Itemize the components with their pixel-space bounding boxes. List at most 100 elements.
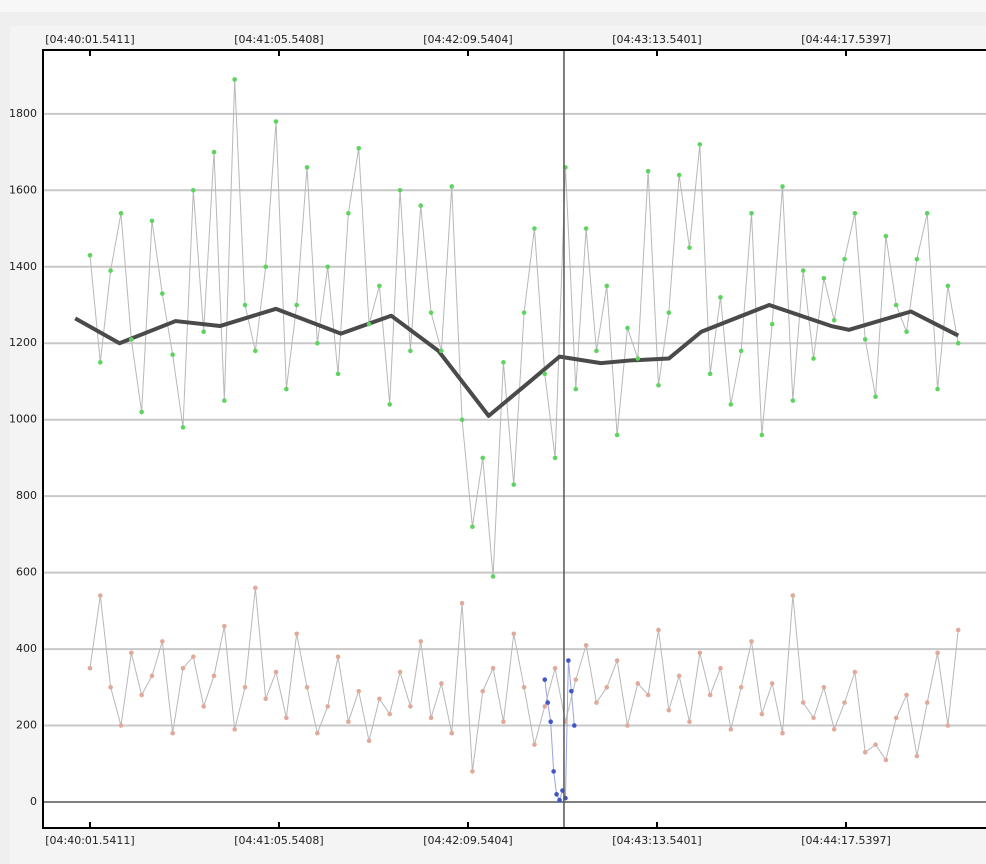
data-point <box>718 295 723 300</box>
data-point <box>914 256 920 262</box>
data-point <box>335 654 341 660</box>
data-point <box>304 685 310 690</box>
data-point <box>780 730 785 736</box>
data-point <box>666 310 672 315</box>
data-point <box>749 210 754 216</box>
data-point <box>904 329 909 335</box>
data-point <box>108 268 113 273</box>
data-point <box>284 715 289 721</box>
data-point <box>769 321 775 327</box>
data-point <box>180 665 186 671</box>
data-point <box>470 769 475 774</box>
data-point <box>645 168 651 174</box>
data-point <box>418 639 424 644</box>
data-point <box>149 673 155 679</box>
data-point <box>397 188 403 193</box>
data-point <box>449 184 455 189</box>
y-tick-label: 200 <box>16 719 37 732</box>
data-point <box>129 650 134 656</box>
plot-area <box>43 50 986 828</box>
data-point <box>459 417 465 422</box>
data-point <box>129 337 134 342</box>
data-point <box>625 325 630 331</box>
data-point <box>800 268 806 273</box>
y-tick-label: 1600 <box>9 183 37 196</box>
data-point <box>594 348 599 354</box>
data-point <box>645 692 651 698</box>
data-point <box>170 730 175 736</box>
x-tick-label-bottom: [04:42:09.5404] <box>423 834 512 847</box>
data-point <box>108 685 113 690</box>
y-tick-label: 600 <box>16 566 37 579</box>
data-point <box>532 742 537 747</box>
data-point <box>87 665 93 671</box>
data-point <box>935 386 940 392</box>
data-point <box>97 593 103 598</box>
data-point <box>790 398 796 403</box>
data-point <box>377 283 382 289</box>
data-point <box>924 210 930 216</box>
data-point <box>490 665 496 671</box>
data-point <box>511 631 517 637</box>
data-point <box>780 184 785 189</box>
x-tick-label-top: [04:43:13.5401] <box>612 33 701 46</box>
data-point <box>551 769 556 774</box>
data-point <box>315 730 320 736</box>
data-point <box>335 371 341 377</box>
data-point <box>428 715 434 721</box>
data-point <box>211 673 217 679</box>
data-point <box>449 730 455 736</box>
data-point <box>149 218 155 224</box>
data-point <box>557 797 562 803</box>
data-point <box>676 673 682 679</box>
data-point <box>800 700 806 705</box>
data-point <box>439 681 444 686</box>
data-point <box>387 711 393 717</box>
data-point <box>569 688 574 694</box>
data-point <box>883 757 889 763</box>
data-point <box>566 658 571 663</box>
data-point <box>811 715 816 721</box>
data-point <box>263 264 268 270</box>
data-point <box>666 707 672 713</box>
data-point <box>242 685 248 690</box>
data-point <box>397 669 403 675</box>
data-point <box>232 727 237 732</box>
data-point <box>573 386 579 392</box>
data-point <box>945 723 951 728</box>
data-point <box>548 719 553 725</box>
data-point <box>459 600 465 606</box>
data-point <box>480 688 486 694</box>
data-point <box>542 704 548 709</box>
data-point <box>738 685 744 690</box>
data-point <box>614 432 620 438</box>
data-point <box>873 394 878 400</box>
data-point <box>511 482 517 487</box>
data-point <box>945 283 951 289</box>
data-point <box>728 402 734 407</box>
data-point <box>811 356 816 361</box>
data-point <box>831 317 837 323</box>
data-point <box>542 371 548 377</box>
data-point <box>366 738 372 744</box>
plot-border <box>42 49 986 829</box>
data-point <box>573 677 579 682</box>
data-point <box>697 142 703 147</box>
data-point <box>769 681 775 686</box>
data-point <box>914 753 920 759</box>
data-point <box>118 210 124 216</box>
data-point <box>614 658 620 663</box>
data-point <box>408 704 413 709</box>
data-point <box>552 455 558 461</box>
data-point <box>97 360 103 365</box>
data-point <box>893 715 899 721</box>
data-point <box>191 654 196 660</box>
y-tick-label: 0 <box>30 795 37 808</box>
data-point <box>728 727 734 732</box>
data-point <box>377 696 382 702</box>
data-point <box>554 792 559 797</box>
data-point <box>139 409 144 415</box>
data-point <box>242 302 248 308</box>
data-point <box>852 669 858 675</box>
x-tick-label-top: [04:41:05.5408] <box>234 33 323 46</box>
